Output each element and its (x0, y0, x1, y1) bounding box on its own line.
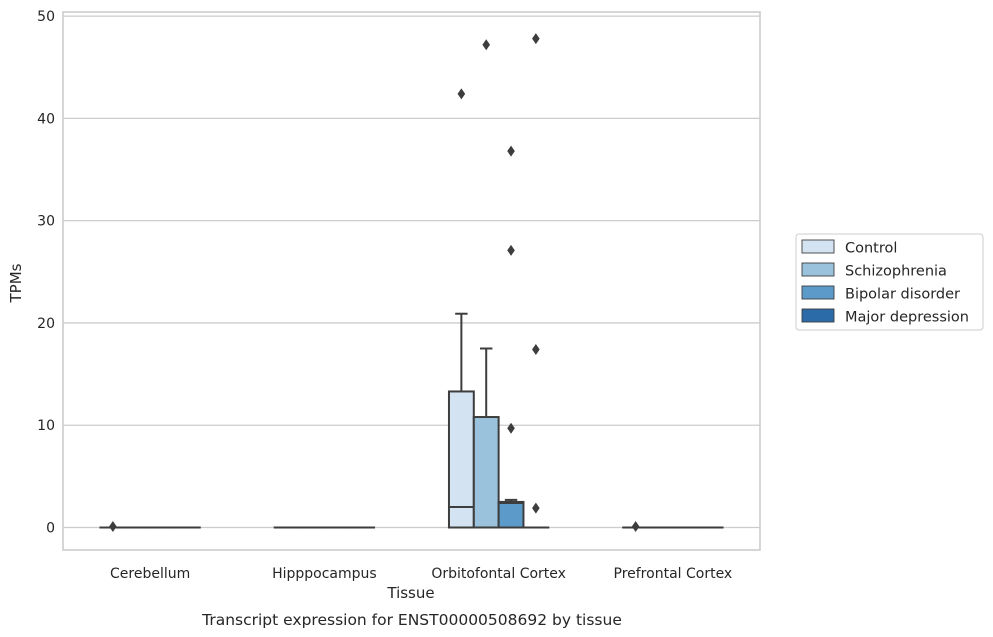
y-tick-label: 30 (37, 214, 55, 230)
x-tick-label: Orbitofontal Cortex (431, 566, 566, 582)
box-groups (99, 33, 724, 532)
x-tick-label: Cerebellum (110, 566, 190, 582)
legend-label: Major depression (845, 310, 969, 326)
y-tick-label: 10 (37, 418, 55, 434)
box (497, 500, 525, 529)
legend-label: Bipolar disorder (845, 287, 960, 303)
legend-swatch (801, 239, 835, 254)
chart-caption: Transcript expression for ENST0000050869… (201, 611, 622, 629)
plot-frame (62, 11, 761, 551)
box-group (99, 520, 201, 532)
outlier-point (482, 39, 491, 51)
x-tick-label: Hipppocampus (272, 566, 377, 582)
y-tick-label: 0 (46, 520, 55, 536)
legend-swatch (801, 308, 835, 323)
legend-label: Schizophrenia (845, 264, 947, 280)
legend: Control Schizophrenia Bipolar disorder Majo… (795, 233, 984, 331)
box (447, 390, 475, 529)
legend-swatch (801, 285, 835, 300)
box (472, 416, 500, 529)
y-tick-label: 40 (37, 111, 55, 127)
plot-area (63, 12, 760, 550)
y-tick-label: 20 (37, 316, 55, 332)
x-tick-label: Prefrontal Cortex (614, 566, 733, 582)
outlier-point (109, 520, 117, 532)
y-tick-label: 50 (37, 9, 55, 25)
x-tick-labels: Cerebellum Hipppocampus Orbitofontal Corte… (110, 566, 732, 582)
outlier-point (631, 520, 640, 532)
outlier-point (507, 145, 515, 157)
legend-label: Control (845, 241, 897, 257)
box-group (622, 520, 724, 532)
outlier-point (532, 33, 540, 45)
legend-frame (795, 233, 984, 331)
legend-swatch (801, 262, 835, 277)
outlier-point (507, 422, 515, 434)
outlier-point (532, 502, 540, 514)
x-axis-label: Tissue (386, 584, 434, 602)
y-axis-label: TPMs (7, 263, 25, 303)
box-group (447, 33, 550, 529)
outlier-point (532, 344, 540, 356)
y-tick-labels: 0 10 20 30 40 50 (37, 9, 55, 536)
outlier-point (457, 88, 466, 100)
outlier-point (507, 244, 515, 256)
